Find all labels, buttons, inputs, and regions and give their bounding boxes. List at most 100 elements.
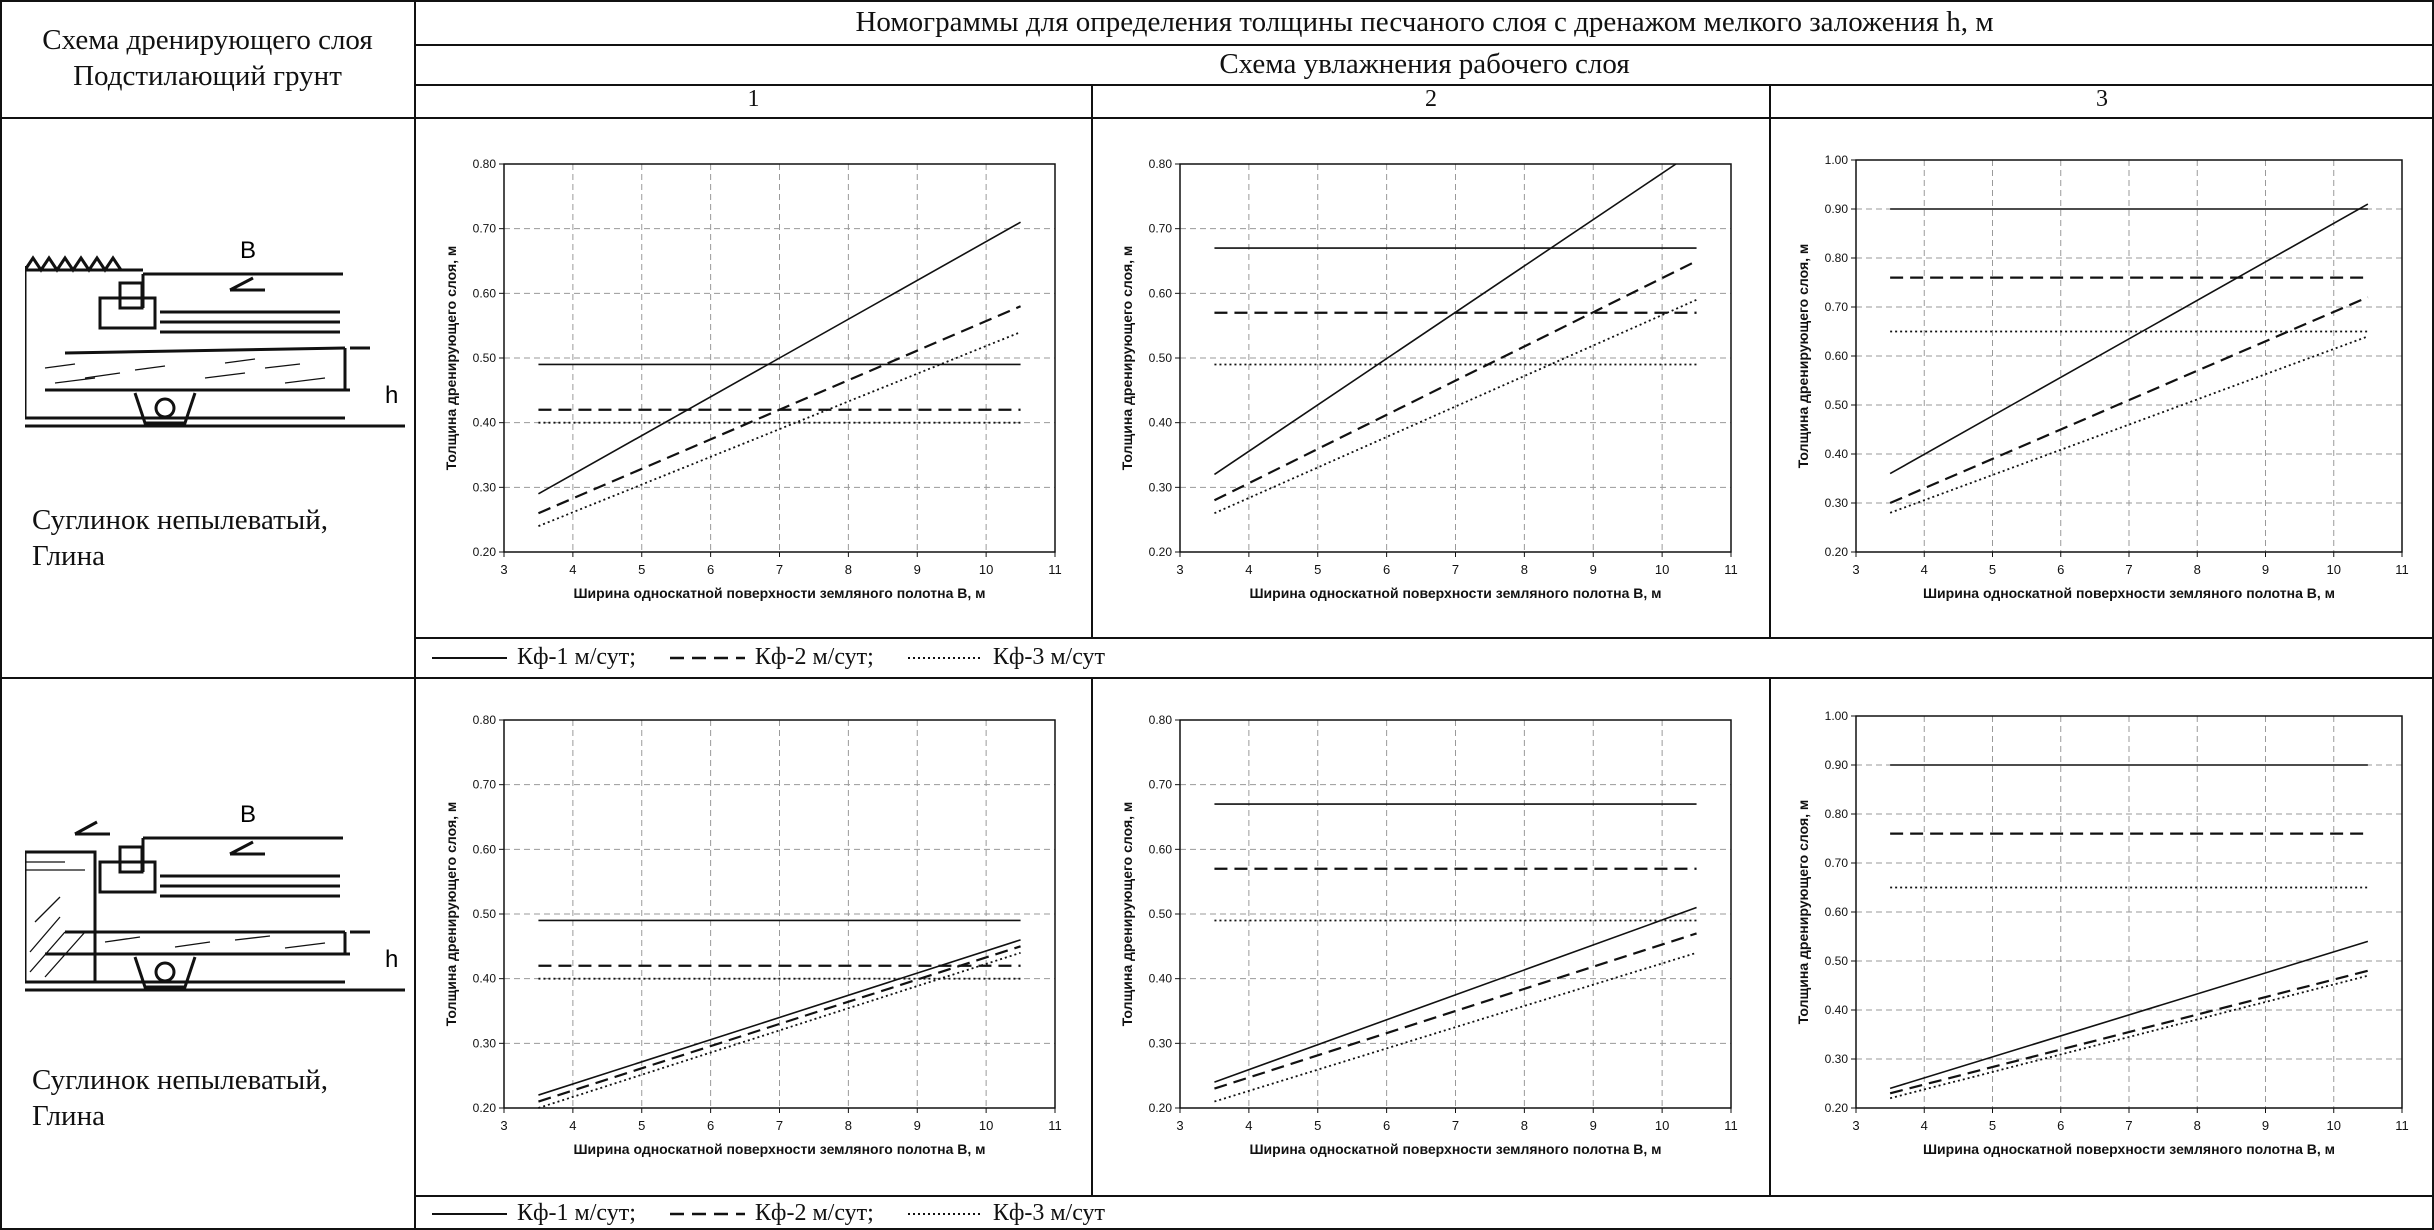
legend-label: Кф-2 м/сут; [754, 644, 874, 670]
y-tick-label: 0.70 [473, 778, 497, 792]
y-axis-label: Толщина дренирующего слоя, м [1795, 244, 1811, 469]
series-line-solid [1214, 906, 1697, 1083]
x-tick-label: 11 [1724, 562, 1738, 577]
chart-grid [1855, 159, 2403, 553]
series-line-dotted [1889, 974, 2369, 1100]
legend-dashed-swatch [669, 1212, 745, 1215]
legend-dashed-swatch [669, 656, 745, 659]
chart-grid [1855, 715, 2403, 1109]
y-axis-label: Толщина дренирующего слоя, м [1119, 802, 1135, 1027]
legend-item-kf3: Кф-3 м/сут [907, 644, 1105, 671]
scheme-3-label: 3 [2096, 86, 2108, 112]
x-tick-label: 6 [707, 562, 714, 577]
series-line-solid [1213, 163, 1677, 476]
y-tick-label: 0.40 [473, 416, 497, 430]
header-subtitle: Схема увлажнения рабочего слоя [1219, 48, 1630, 80]
y-tick-label: 0.40 [1149, 972, 1173, 986]
series-line-dotted [538, 331, 1021, 527]
series-line-solid [538, 221, 1021, 495]
y-tick-label: 0.50 [473, 907, 497, 921]
y-tick-label: 0.30 [1149, 480, 1173, 494]
y-tick-label: 0.30 [1825, 496, 1849, 510]
legend-label: Кф-1 м/сут; [517, 1200, 636, 1226]
diagram-b-label: B [240, 801, 256, 828]
x-tick-label: 6 [707, 1118, 714, 1133]
y-tick-label: 0.40 [1149, 416, 1173, 430]
x-tick-label: 4 [1245, 1118, 1252, 1133]
series-line-dotted [1214, 951, 1697, 1103]
x-tick-label: 4 [569, 562, 576, 577]
y-tick-label: 0.80 [1825, 251, 1849, 265]
legend-row-1: Кф-1 м/сут; Кф-2 м/сут; Кф-3 м/сут [432, 644, 1139, 671]
y-tick-label: 0.70 [1149, 222, 1173, 236]
legend-dotted-swatch [907, 656, 983, 659]
y-tick-label: 0.70 [1825, 856, 1849, 870]
soil-label-row-1: Суглинок непылеватый, Глина [32, 502, 328, 574]
y-tick-label: 0.40 [1825, 447, 1849, 461]
x-tick-label: 7 [776, 562, 783, 577]
legend-row-2: Кф-1 м/сут; Кф-2 м/сут; Кф-3 м/сут [432, 1200, 1139, 1227]
header-left-line-1: Схема дренирующего слоя [42, 24, 373, 56]
x-tick-label: 10 [979, 1118, 993, 1133]
x-tick-label: 3 [1176, 1118, 1183, 1133]
x-tick-label: 10 [979, 562, 993, 577]
series-line-dashed [1213, 260, 1698, 502]
y-tick-label: 0.90 [1825, 758, 1849, 772]
diagram-h-label: h [385, 382, 398, 409]
legend-item-kf2: Кф-2 м/сут; [669, 1200, 874, 1227]
x-tick-label: 5 [638, 1118, 645, 1133]
x-tick-label: 9 [1590, 562, 1597, 577]
x-axis-label: Ширина односкатной поверхности земляного… [1249, 1141, 1661, 1157]
nomogram-chart-row-2-scheme-2: 3 4 5 6 7 8 9 10 11 0.20 0.30 0.40 0.50 0.60 0.70 0.80 Ш… [1119, 713, 1738, 1157]
y-tick-label: 1.00 [1825, 709, 1849, 723]
soil-line-1: Суглинок непылеватый, [32, 1064, 328, 1096]
y-tick-label: 0.80 [1825, 807, 1849, 821]
x-tick-label: 7 [2125, 562, 2132, 577]
x-tick-label: 5 [638, 562, 645, 577]
x-tick-label: 5 [1314, 562, 1321, 577]
soil-label-row-2: Суглинок непылеватый, Глина [32, 1062, 328, 1134]
legend-solid-swatch [432, 1212, 507, 1215]
nomogram-chart-row-1-scheme-3: 3 4 5 6 7 8 9 10 11 0.20 0.30 0.40 0.50 0.60 0.70 0.80 0… [1795, 153, 2409, 601]
series-line-dashed [1889, 969, 2369, 1095]
y-axis-label: Толщина дренирующего слоя, м [1795, 800, 1811, 1025]
y-tick-label: 0.40 [473, 972, 497, 986]
x-tick-label: 11 [1724, 1118, 1738, 1133]
series-line-solid [538, 939, 1021, 1096]
x-tick-label: 8 [1521, 562, 1528, 577]
legend-dotted-swatch [907, 1212, 983, 1215]
series-line-solid [1889, 940, 2369, 1090]
x-tick-label: 5 [1989, 562, 1996, 577]
x-tick-label: 9 [1590, 1118, 1597, 1133]
y-tick-label: 0.60 [1825, 905, 1849, 919]
x-axis-label: Ширина односкатной поверхности земляного… [573, 1141, 985, 1157]
drainage-diagram-row-1: B h [25, 237, 405, 428]
y-tick-label: 0.20 [1149, 1101, 1173, 1115]
y-tick-label: 0.20 [473, 545, 497, 559]
diagram-b-label: B [240, 237, 256, 264]
y-tick-label: 0.70 [473, 222, 497, 236]
x-tick-label: 9 [914, 562, 921, 577]
header-left-cell: Схема дренирующего слоя Подстилающий гру… [0, 22, 415, 94]
x-tick-label: 7 [1452, 562, 1459, 577]
x-tick-label: 10 [1655, 1118, 1669, 1133]
nomogram-chart-row-1-scheme-2: 3 4 5 6 7 8 9 10 11 0.20 0.30 0.40 0.50 0.60 0.70 0.80 Ш… [1119, 157, 1738, 601]
x-tick-label: 8 [845, 562, 852, 577]
y-tick-label: 0.20 [1149, 545, 1173, 559]
y-tick-label: 0.60 [473, 286, 497, 300]
nomogram-chart-row-2-scheme-3: 3 4 5 6 7 8 9 10 11 0.20 0.30 0.40 0.50 0.60 0.70 0.80 0… [1795, 709, 2409, 1157]
y-tick-label: 0.80 [1149, 713, 1173, 727]
y-tick-label: 0.30 [473, 480, 497, 494]
x-tick-label: 10 [2327, 562, 2341, 577]
x-tick-label: 7 [2125, 1118, 2132, 1133]
x-tick-label: 4 [569, 1118, 576, 1133]
x-tick-label: 3 [500, 562, 507, 577]
y-axis-label: Толщина дренирующего слоя, м [443, 246, 459, 471]
x-tick-label: 9 [2262, 1118, 2269, 1133]
x-tick-label: 3 [1852, 1118, 1859, 1133]
y-tick-label: 0.50 [1149, 351, 1173, 365]
x-tick-label: 11 [2395, 1118, 2409, 1133]
chart-grid [503, 719, 1056, 1109]
soil-line-1: Суглинок непылеватый, [32, 504, 328, 536]
